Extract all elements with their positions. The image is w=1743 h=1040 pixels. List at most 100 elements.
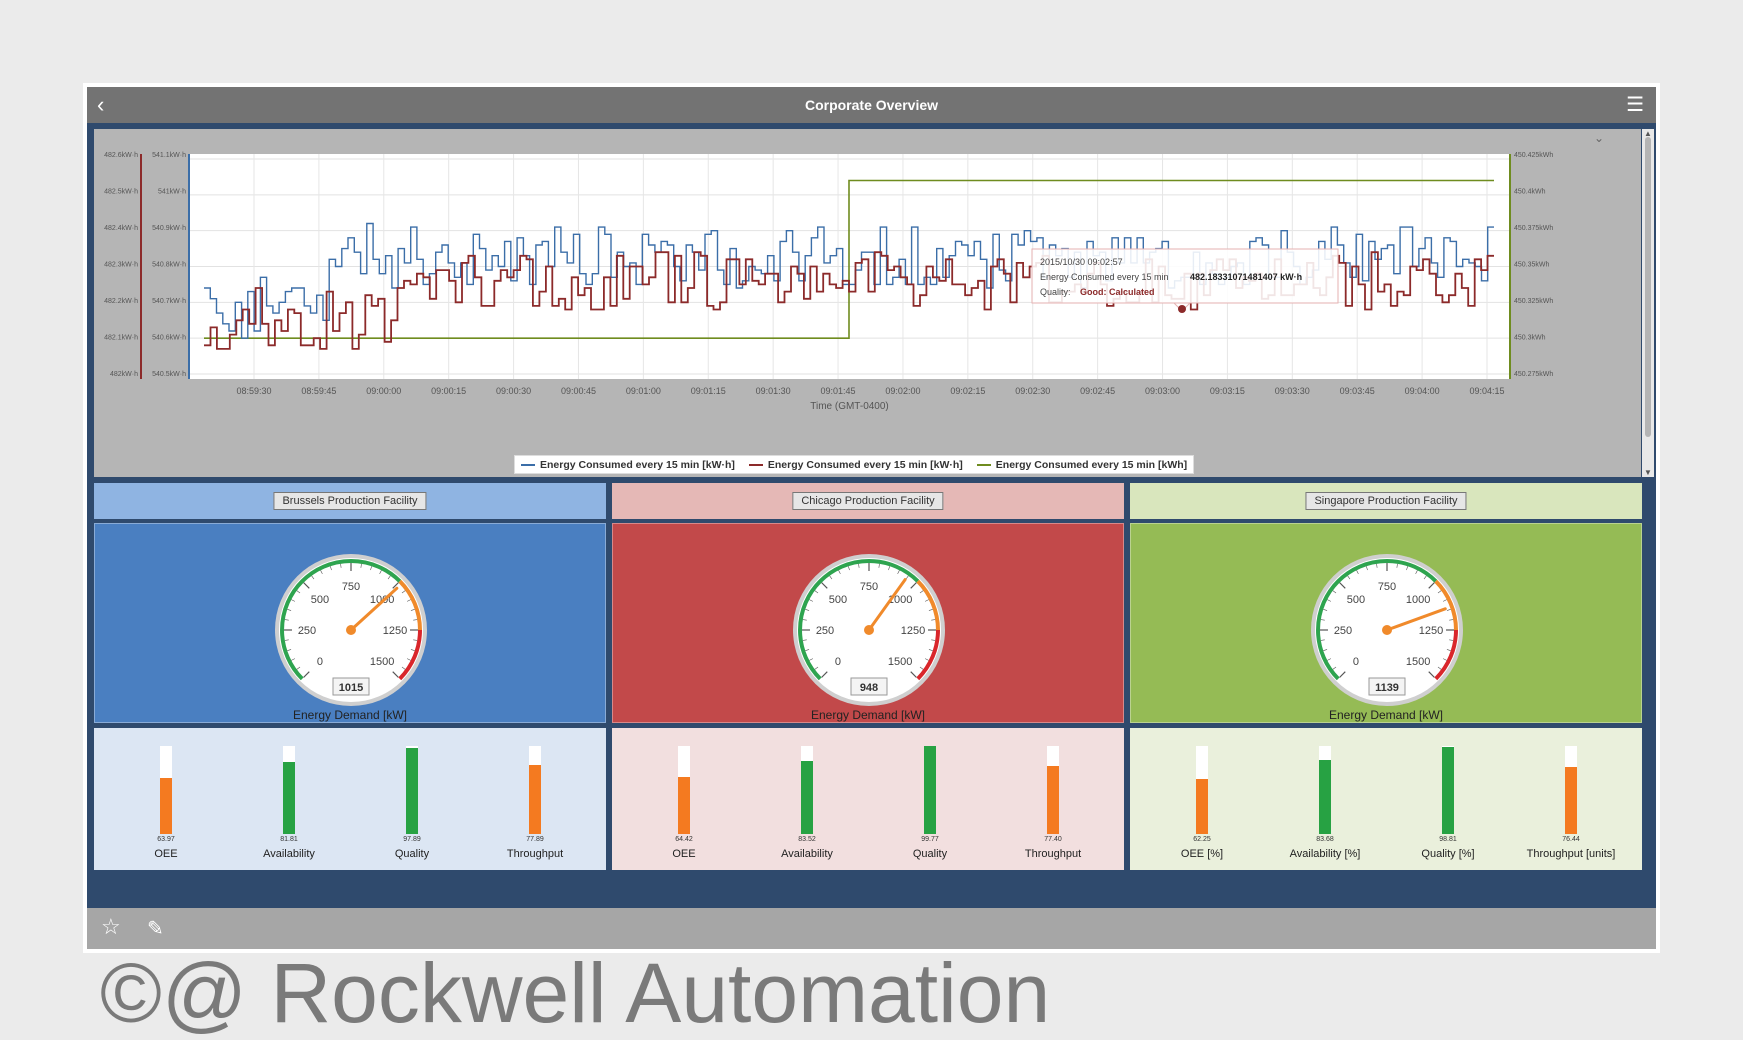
gauge-tick [387, 575, 391, 580]
legend-swatch [976, 463, 991, 466]
kpi-bar [1442, 746, 1454, 834]
gauge-tick [814, 590, 819, 594]
x-tick-label: 09:01:15 [691, 386, 726, 396]
kpi-bar [801, 746, 813, 834]
gauge-tick [1449, 619, 1454, 621]
gauge-tick [392, 671, 399, 678]
back-icon[interactable]: ‹ [97, 92, 105, 117]
chicago-header: Chicago Production Facility [612, 483, 1124, 519]
chicago-gauge-panel: 0 250 500 750 1000 1250 1500 948 Energy Demand [… [612, 523, 1124, 723]
kpi-value: 63.97 [157, 836, 175, 843]
blue-axis-tick: 540.6kW·h [152, 335, 186, 342]
series-green-line [204, 179, 1494, 339]
kpi-label: Throughput [units] [1526, 848, 1616, 860]
blue-axis-tick: 541kW·h [158, 189, 186, 196]
bottom-toolbar: ☆ ✎ [87, 908, 1656, 949]
kpi-bar-fill [678, 777, 690, 834]
gauge-green-band [1316, 559, 1438, 681]
brussels-header: Brussels Production Facility [94, 483, 606, 519]
chicago-facility-button[interactable]: Chicago Production Facility [792, 492, 944, 510]
star-icon[interactable]: ☆ [101, 914, 121, 939]
legend-item[interactable]: Energy Consumed every 15 min [kWh] [976, 459, 1187, 471]
gauge-tick [1332, 666, 1337, 670]
gauge-tick [809, 658, 814, 661]
gauge-tick [919, 590, 924, 594]
x-tick-label: 09:03:30 [1275, 386, 1310, 396]
gauge-tick [1396, 563, 1398, 568]
menu-icon[interactable]: ☰ [1626, 94, 1644, 116]
gauge-tick-label: 0 [1353, 656, 1359, 668]
gauge-tick [303, 582, 310, 589]
gauge-orange-band [1434, 579, 1458, 631]
gauge-tick [821, 582, 828, 589]
gauge-tick [360, 563, 362, 568]
gauge-readout: 948 [860, 682, 878, 694]
gauge-tick-label: 250 [298, 625, 316, 637]
gauge-readout-box [850, 677, 888, 696]
singapore-gauge: 0 250 500 750 1000 1250 1500 1139 [1311, 554, 1463, 706]
brussels-gauge-panel: 02505007501000125015001015Energy Demand … [94, 523, 606, 723]
legend-swatch [748, 463, 763, 466]
red-axis-tick: 482.4kW·h [104, 225, 138, 232]
legend-item[interactable]: Energy Consumed every 15 min [kW·h] [748, 459, 963, 471]
gauge-tick [1442, 599, 1447, 602]
kpi-bar-fill [160, 777, 172, 834]
gauge-green-band [798, 559, 920, 681]
gauge-tick [1366, 566, 1368, 571]
gauge-tick [919, 666, 924, 670]
gauge-tick-label: 1500 [1406, 656, 1430, 668]
chart-scrollbar[interactable]: ▲ ▼ [1642, 129, 1654, 477]
kpi-bar [1565, 746, 1577, 834]
gauge-tick-label: 1000 [1406, 594, 1430, 606]
x-tick-label: 09:00:45 [561, 386, 596, 396]
gauge-tick [1320, 619, 1325, 621]
chevron-down-icon[interactable]: ⌄ [1594, 131, 1605, 145]
scrollbar-thumb[interactable] [1645, 137, 1651, 437]
kpi-value: 76.44 [1562, 836, 1580, 843]
gauge-red-band [916, 629, 940, 681]
x-tick-label: 09:01:30 [756, 386, 791, 396]
x-tick-label: 08:59:45 [301, 386, 336, 396]
trend-chart[interactable]: 08:59:30 08:59:45 09:00:00 09:00:15 09:00:30… [94, 129, 1641, 477]
kpi-value: 98.81 [1439, 836, 1457, 843]
gauge-tick [1406, 566, 1408, 571]
gauge-tick [910, 671, 917, 678]
gauge-tick [805, 609, 810, 611]
kpi-value: 97.89 [403, 836, 421, 843]
kpi-bar-fill [801, 760, 813, 834]
gauge-readout-box [332, 677, 370, 696]
gauge-needle [1385, 607, 1447, 632]
scroll-up-icon[interactable]: ▲ [1644, 129, 1652, 138]
gauge-tick-label: 1250 [1419, 625, 1443, 637]
gauge-tick [410, 609, 415, 611]
gauge-tick-label: 500 [1347, 594, 1365, 606]
gauge-hub [864, 625, 874, 635]
legend-label: Energy Consumed every 15 min [kW·h] [540, 458, 735, 471]
gauge-tick-label: 750 [1378, 581, 1396, 593]
kpi-bar-fill [1565, 766, 1577, 834]
kpi-label: Availability [263, 848, 315, 860]
gauge-red-band [398, 629, 422, 681]
kpi-bar [1047, 746, 1059, 834]
legend-item[interactable]: Energy Consumed every 15 min [kW·h] [521, 459, 735, 471]
gauge-readout: 1015 [339, 682, 363, 694]
gauge-tick [931, 639, 936, 641]
singapore-facility-button[interactable]: Singapore Production Facility [1305, 492, 1467, 510]
kpi-bar-fill [1442, 747, 1454, 834]
pencil-icon[interactable]: ✎ [147, 918, 164, 940]
kpi-bar [406, 746, 418, 834]
gauge-orange-band [916, 579, 940, 631]
brussels-facility-button[interactable]: Brussels Production Facility [273, 492, 427, 510]
scroll-down-icon[interactable]: ▼ [1644, 468, 1652, 477]
gauge-tick [809, 599, 814, 602]
gauge-tick [1428, 582, 1435, 589]
gauge-tick [320, 570, 323, 575]
gauge-readout: 1139 [1375, 682, 1399, 694]
kpi-value: 64.42 [675, 836, 693, 843]
gauge-tick [802, 619, 807, 621]
gauge-label: Energy Demand [kW] [292, 708, 408, 722]
gauge-tick [287, 649, 292, 651]
gauge-tick-label: 250 [1334, 625, 1352, 637]
gauge-tick [931, 619, 936, 621]
gauge-tick-label: 1500 [888, 656, 912, 668]
